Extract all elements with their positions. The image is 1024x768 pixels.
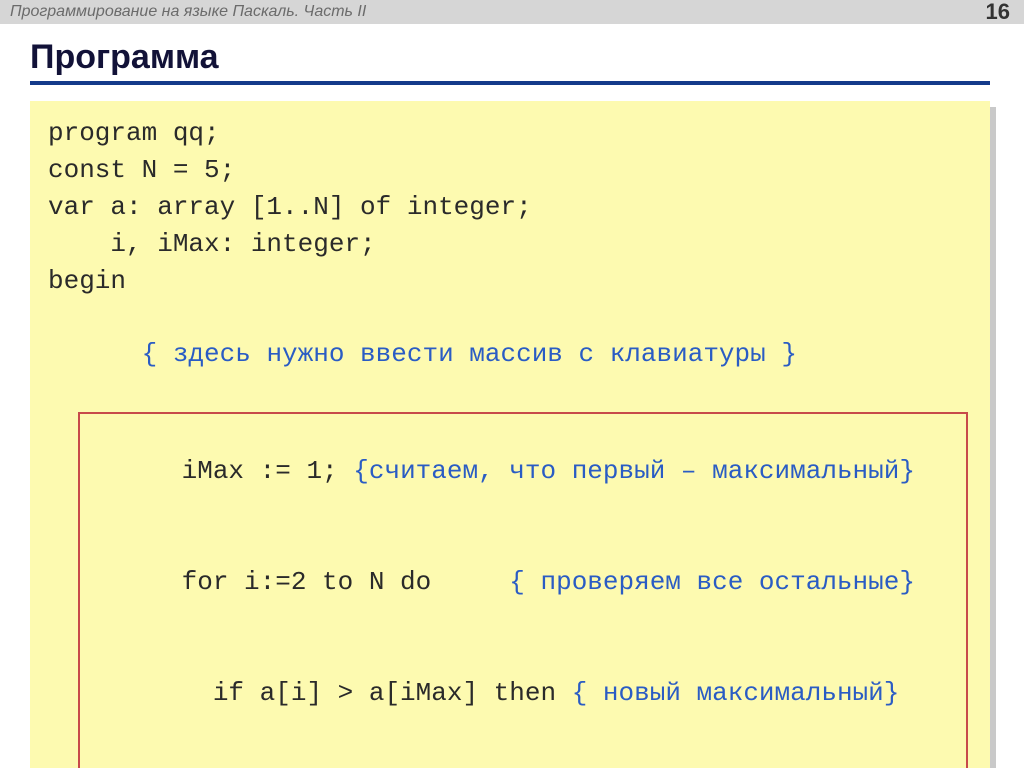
code-text: for i:=2 to N do — [182, 567, 510, 597]
slide-title: Программа — [30, 38, 990, 85]
code-line: program qq; — [48, 115, 972, 152]
code-text: if a[i] > a[iMax] then — [182, 678, 572, 708]
code-line: iMax := 1; {считаем, что первый – максим… — [88, 416, 958, 527]
code-text: iMax := 1; — [182, 456, 354, 486]
comment-text: { новый максимальный} — [572, 678, 900, 708]
code-line: begin — [48, 263, 972, 300]
code-comment: { здесь нужно ввести массив с клавиатуры… — [48, 300, 972, 411]
header-bar: Программирование на языке Паскаль. Часть… — [0, 0, 1024, 24]
code-line: var a: array [1..N] of integer; — [48, 189, 972, 226]
highlight-box: iMax := 1; {считаем, что первый – максим… — [78, 412, 968, 768]
comment-text: { здесь нужно ввести массив с клавиатуры… — [142, 339, 797, 369]
code-card: program qq; const N = 5; var a: array [1… — [30, 101, 990, 768]
comment-text: {считаем, что первый – максимальный} — [353, 456, 915, 486]
header-subject: Программирование на языке Паскаль. Часть… — [10, 3, 366, 21]
code-line: const N = 5; — [48, 152, 972, 189]
code-line: iMax := i; { запомнить i } — [88, 748, 958, 768]
page-number: 16 — [986, 0, 1010, 25]
code-line: i, iMax: integer; — [48, 226, 972, 263]
code-line: if a[i] > a[iMax] then { новый максималь… — [88, 638, 958, 749]
code-line: for i:=2 to N do { проверяем все остальн… — [88, 527, 958, 638]
comment-text: { проверяем все остальные} — [509, 567, 915, 597]
